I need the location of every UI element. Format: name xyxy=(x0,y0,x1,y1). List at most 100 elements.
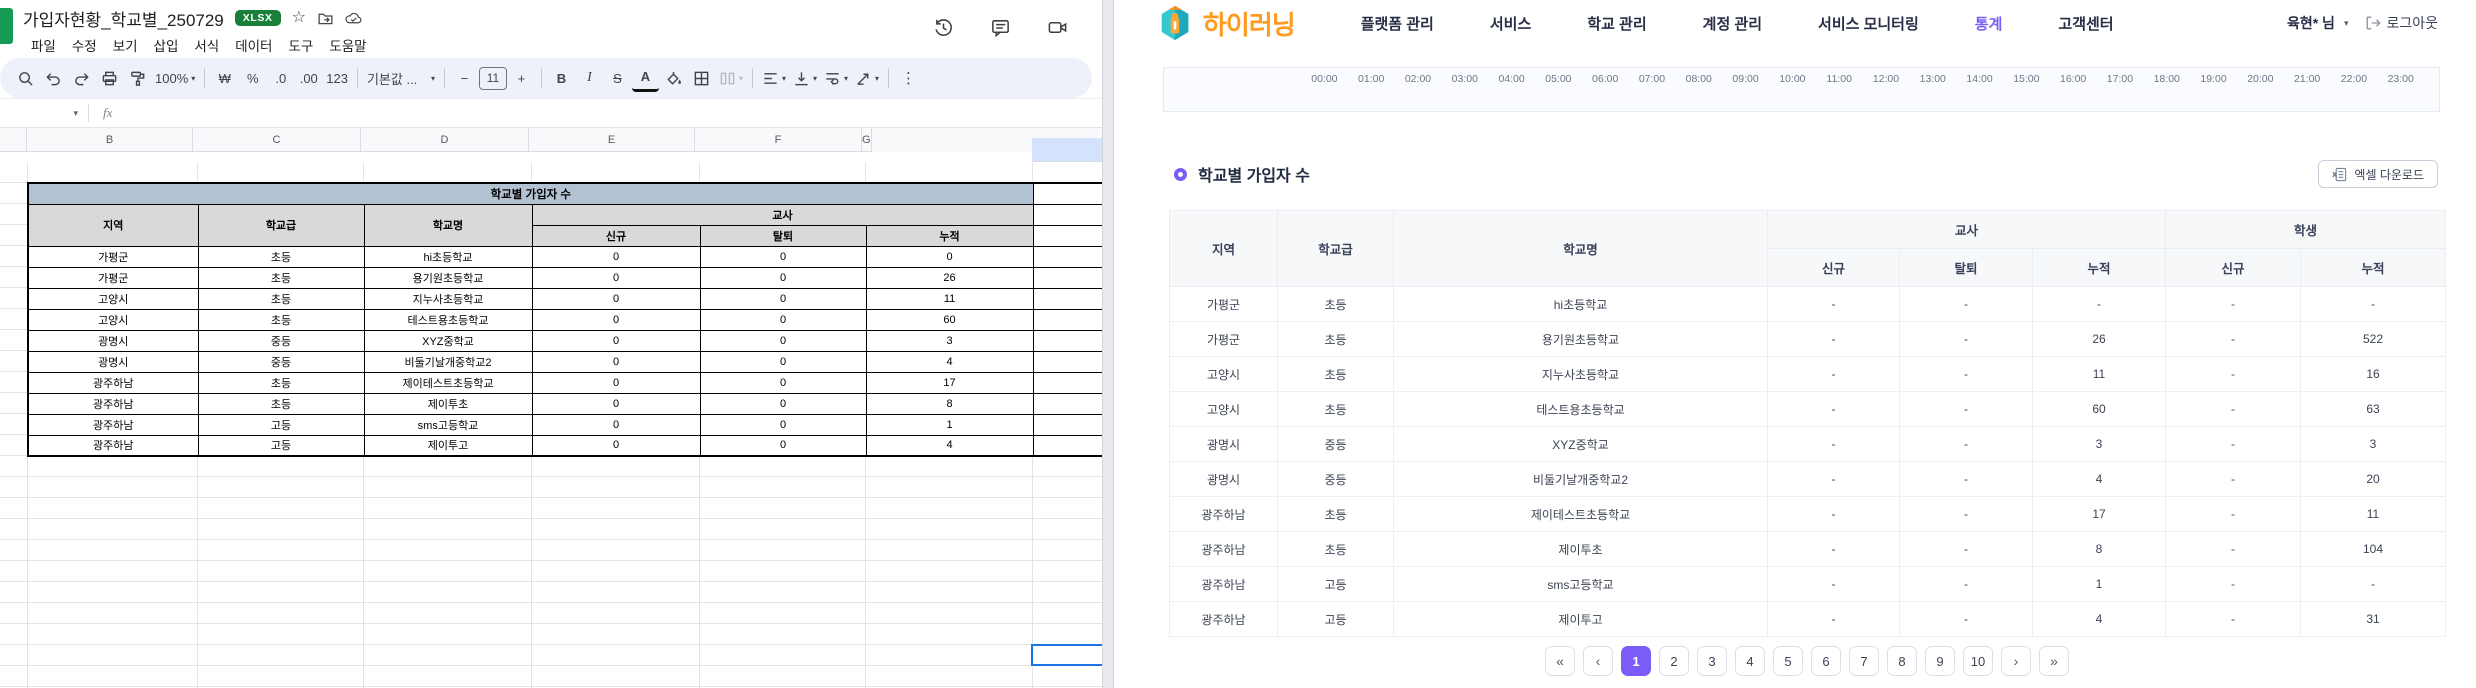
cell[interactable]: sms고등학교 xyxy=(363,413,533,436)
header-cell[interactable]: 탈퇴 xyxy=(699,224,867,247)
italic-button[interactable]: I xyxy=(587,70,592,85)
column-header[interactable]: G xyxy=(862,128,872,152)
pagination-page-button[interactable]: 5 xyxy=(1773,646,1803,676)
cell[interactable] xyxy=(1032,182,1102,205)
cell[interactable]: 초등 xyxy=(197,371,365,394)
name-box[interactable]: ▾ xyxy=(0,108,88,119)
pagination-page-button[interactable]: 9 xyxy=(1925,646,1955,676)
cell[interactable] xyxy=(1032,350,1102,373)
cell[interactable]: 11 xyxy=(865,287,1034,310)
cell[interactable]: XYZ중학교 xyxy=(363,329,533,352)
menu-item[interactable]: 도움말 xyxy=(329,39,367,54)
cell[interactable]: 제이테스트초등학교 xyxy=(363,371,533,394)
nav-item[interactable]: 학교 관리 xyxy=(1587,15,1647,33)
nav-item[interactable]: 고객센터 xyxy=(2058,15,2114,33)
cell[interactable] xyxy=(1032,413,1102,436)
header-cell[interactable]: 학교급 xyxy=(197,203,365,247)
nav-item[interactable]: 계정 관리 xyxy=(1702,15,1763,33)
chevron-down-icon[interactable]: ▾ xyxy=(2343,17,2349,28)
cell[interactable]: 가평군 xyxy=(27,245,199,268)
currency-format-button[interactable]: ₩ xyxy=(218,70,231,86)
number-format-button[interactable]: 123 xyxy=(326,70,348,86)
sheet-grid[interactable]: 학교별 가입자 수 지역 학교급 학교명 교사 신규 탈퇴 누적 xyxy=(0,162,1102,688)
borders-icon[interactable] xyxy=(688,64,715,92)
column-header-selected[interactable] xyxy=(1032,138,1102,162)
move-folder-icon[interactable] xyxy=(317,10,334,27)
print-icon[interactable] xyxy=(96,64,123,92)
cell[interactable]: 광주하남 xyxy=(27,434,199,457)
column-header[interactable]: D xyxy=(361,128,529,152)
pagination-page-button[interactable]: 8 xyxy=(1887,646,1917,676)
nav-item[interactable]: 서비스 xyxy=(1489,15,1532,33)
pagination-page-button[interactable]: 3 xyxy=(1697,646,1727,676)
sheet-table-title[interactable]: 학교별 가입자 수 xyxy=(27,182,1034,205)
cell[interactable]: 0 xyxy=(699,245,867,268)
menu-item[interactable]: 도구 xyxy=(288,39,314,54)
document-title[interactable]: 가입자현황_학교별_250729 xyxy=(23,10,224,30)
nav-item[interactable]: 통계 xyxy=(1974,15,2003,33)
text-rotation-icon[interactable]: ▾ xyxy=(852,64,882,92)
decrease-font-size-button[interactable]: − xyxy=(460,70,469,86)
cell[interactable]: 0 xyxy=(699,308,867,331)
cell[interactable]: 0 xyxy=(699,329,867,352)
column-header[interactable]: B xyxy=(27,128,193,152)
column-header[interactable]: C xyxy=(193,128,361,152)
cell[interactable]: 초등 xyxy=(197,266,365,289)
menu-item[interactable]: 데이터 xyxy=(235,39,273,54)
cell[interactable]: 광주하남 xyxy=(27,413,199,436)
cell[interactable]: 광주하남 xyxy=(27,392,199,415)
cell[interactable] xyxy=(1032,329,1102,352)
cell[interactable]: 고양시 xyxy=(27,287,199,310)
text-wrap-icon[interactable]: ▾ xyxy=(821,64,851,92)
cell[interactable]: 초등 xyxy=(197,392,365,415)
percent-format-button[interactable]: % xyxy=(246,70,259,86)
font-size-input[interactable]: 11 xyxy=(478,66,507,90)
cell[interactable] xyxy=(1032,224,1102,247)
cell[interactable]: 중등 xyxy=(197,329,365,352)
increase-decimal-button[interactable]: .00 xyxy=(299,70,318,86)
cell[interactable]: 0 xyxy=(531,350,701,373)
cell[interactable]: 광명시 xyxy=(27,350,199,373)
cell[interactable]: 고등 xyxy=(197,413,365,436)
pagination-next-button[interactable]: › xyxy=(2001,646,2031,676)
cell[interactable] xyxy=(1032,287,1102,310)
cell[interactable]: 제이투초 xyxy=(363,392,533,415)
brand-logo[interactable]: 하이러닝 xyxy=(1156,4,1296,42)
cell[interactable]: 중등 xyxy=(197,350,365,373)
pagination-last-button[interactable]: » xyxy=(2039,646,2069,676)
cell[interactable]: 0 xyxy=(699,413,867,436)
cell[interactable]: 용기원초등학교 xyxy=(363,266,533,289)
cell[interactable]: 초등 xyxy=(197,287,365,310)
cell[interactable]: 0 xyxy=(699,350,867,373)
column-header[interactable]: E xyxy=(529,128,695,152)
cell[interactable]: 0 xyxy=(699,434,867,457)
cell[interactable]: 광명시 xyxy=(27,329,199,352)
cell[interactable]: 0 xyxy=(699,266,867,289)
cell[interactable]: 0 xyxy=(531,308,701,331)
undo-icon[interactable] xyxy=(40,64,67,92)
cell[interactable]: 지누사초등학교 xyxy=(363,287,533,310)
cell[interactable]: 초등 xyxy=(197,308,365,331)
cell[interactable]: 17 xyxy=(865,371,1034,394)
video-call-icon[interactable] xyxy=(1047,17,1068,43)
cell[interactable]: 0 xyxy=(531,287,701,310)
selected-cell[interactable] xyxy=(1031,644,1102,666)
cell[interactable]: 0 xyxy=(531,413,701,436)
pagination-first-button[interactable]: « xyxy=(1545,646,1575,676)
menu-item[interactable]: 삽입 xyxy=(153,39,179,54)
cell[interactable] xyxy=(1032,371,1102,394)
pagination-page-button[interactable]: 10 xyxy=(1963,646,1993,676)
decrease-decimal-button[interactable]: .0 xyxy=(275,70,287,86)
zoom-select[interactable]: 100% ▾ xyxy=(155,70,196,86)
horizontal-align-icon[interactable]: ▾ xyxy=(759,64,789,92)
cell[interactable]: 0 xyxy=(865,245,1034,268)
paint-format-icon[interactable] xyxy=(124,64,151,92)
cell[interactable]: 0 xyxy=(531,392,701,415)
cell[interactable]: 4 xyxy=(865,350,1034,373)
cell[interactable]: 테스트용초등학교 xyxy=(363,308,533,331)
more-options-icon[interactable]: ⋮ xyxy=(901,70,917,87)
redo-icon[interactable] xyxy=(68,64,95,92)
cloud-status-icon[interactable] xyxy=(345,10,362,27)
strikethrough-button[interactable]: S xyxy=(613,70,622,86)
cell[interactable]: 0 xyxy=(531,434,701,457)
